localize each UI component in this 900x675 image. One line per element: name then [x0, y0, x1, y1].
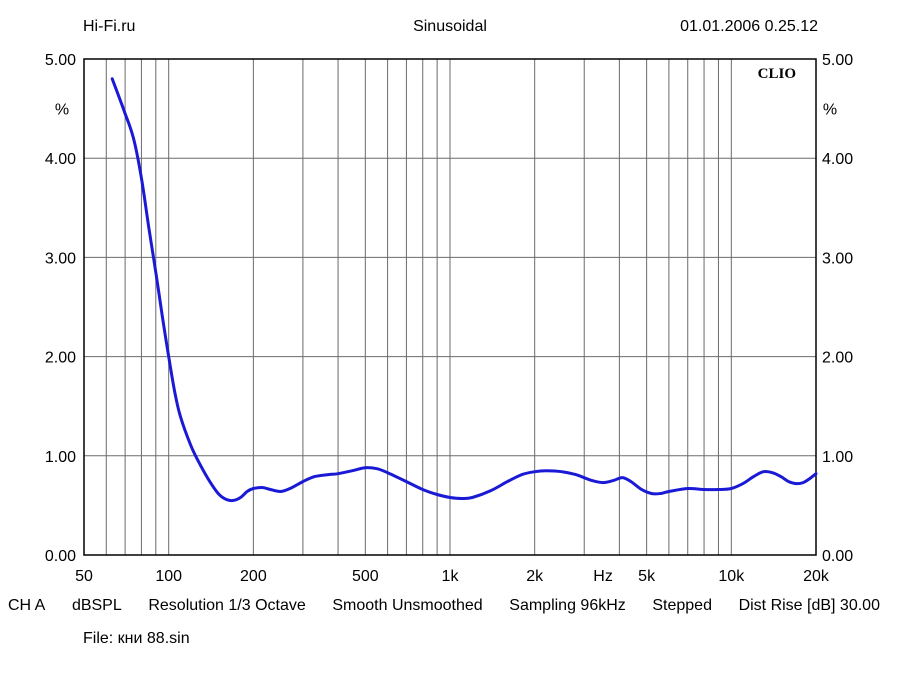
y-unit-label-right: %: [823, 102, 837, 119]
header-timestamp: 01.01.2006 0.25.12: [680, 18, 818, 35]
y-tick-label-left: 1.00: [45, 449, 76, 466]
y-tick-label-left: 5.00: [45, 52, 76, 69]
status-channel: CH A: [8, 597, 46, 614]
x-tick-label: 100: [155, 568, 182, 585]
distortion-series-line: [110, 77, 818, 503]
x-tick-label: 2k: [526, 568, 544, 585]
status-bar: CH A dBSPL Resolution 1/3 Octave Smooth …: [8, 597, 880, 615]
y-tick-label-right: 3.00: [822, 250, 853, 267]
distortion-chart: 0.00 0.00 1.00 1.00 2.00 2.00 3.00 3.00 4.00 4.00…: [45, 52, 853, 585]
y-tick-label-right: 1.00: [822, 449, 853, 466]
y-tick-label-left: 4.00: [45, 151, 76, 168]
x-tick-label: 20k: [803, 568, 830, 585]
chart-title: Sinusoidal: [413, 18, 487, 35]
status-resolution: Resolution 1/3 Octave: [148, 597, 306, 614]
y-tick-label-right: 5.00: [822, 52, 853, 69]
status-sampling: Sampling 96kHz: [509, 597, 626, 614]
x-tick-label: 500: [352, 568, 379, 585]
status-dist-rise: Dist Rise [dB] 30.00: [738, 597, 880, 614]
status-smoothing: Smooth Unsmoothed: [332, 597, 483, 614]
clio-logo: CLIO: [758, 66, 796, 82]
file-label: File: кни 88.sin: [83, 630, 190, 647]
x-tick-label: 1k: [442, 568, 460, 585]
plot-frame: [83, 58, 817, 556]
y-tick-label-left: 0.00: [45, 548, 76, 565]
x-tick-label: 200: [240, 568, 267, 585]
x-tick-label: Hz: [593, 568, 613, 585]
header-left: Hi-Fi.ru: [83, 18, 136, 35]
x-tick-label: 10k: [718, 568, 745, 585]
x-tick-label: 5k: [638, 568, 656, 585]
y-tick-label-right: 0.00: [822, 548, 853, 565]
status-unit: dBSPL: [71, 597, 122, 614]
x-tick-label: 50: [75, 568, 93, 585]
y-tick-label-left: 3.00: [45, 250, 76, 267]
y-tick-label-right: 4.00: [822, 151, 853, 168]
status-mode: Stepped: [652, 597, 712, 614]
y-tick-label-right: 2.00: [822, 350, 853, 367]
y-unit-label-left: %: [55, 102, 69, 119]
y-tick-label-left: 2.00: [45, 350, 76, 367]
